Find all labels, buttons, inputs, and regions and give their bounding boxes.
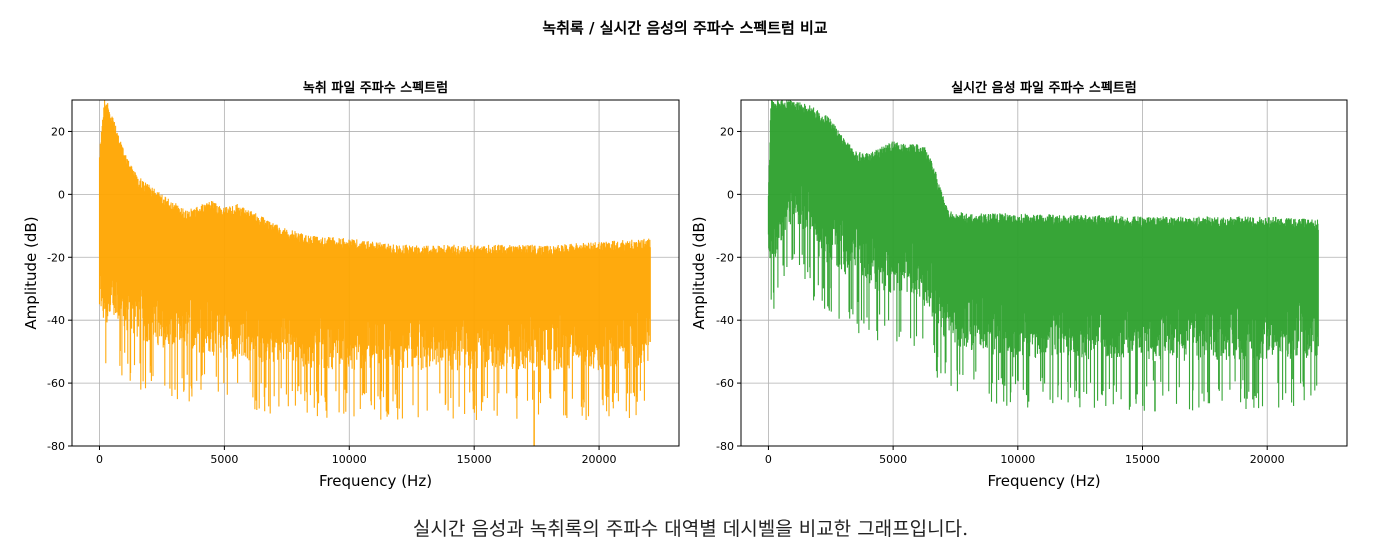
figure-title: 녹취록 / 실시간 음성의 주파수 스펙트럼 비교 xyxy=(542,19,827,37)
y-tick-label: 0 xyxy=(58,188,65,201)
x-tick-label: 5000 xyxy=(879,453,907,466)
x-tick-label: 15000 xyxy=(457,453,492,466)
y-tick-label: -40 xyxy=(716,314,734,327)
spectrum-series xyxy=(98,100,651,446)
x-tick-label: 10000 xyxy=(332,453,367,466)
figure: 녹취록 / 실시간 음성의 주파수 스펙트럼 비교 0 5000 10000 1500… xyxy=(22,19,1348,490)
y-tick-label: 20 xyxy=(720,125,734,138)
panel-title: 녹취 파일 주파수 스펙트럼 xyxy=(303,80,448,96)
x-tick-label: 20000 xyxy=(1250,453,1285,466)
y-tick-label: -60 xyxy=(716,377,734,390)
axes-frame xyxy=(740,99,1348,447)
y-tick-label: -40 xyxy=(47,314,65,327)
spectrum-fill xyxy=(98,100,651,420)
y-tick-label: -20 xyxy=(47,251,65,264)
y-tick-label: -80 xyxy=(716,440,734,453)
panel-title: 실시간 음성 파일 주파수 스펙트럼 xyxy=(951,80,1137,96)
axes-frame xyxy=(71,99,680,447)
x-tick-label: 0 xyxy=(96,453,103,466)
y-tick-label: 20 xyxy=(51,125,65,138)
x-tick-label: 15000 xyxy=(1125,453,1160,466)
x-axis-label: Frequency (Hz) xyxy=(319,472,432,490)
spectrum-fill xyxy=(767,100,1319,411)
y-tick-label: -60 xyxy=(47,377,65,390)
x-axis-label: Frequency (Hz) xyxy=(987,472,1100,490)
spectrum-series xyxy=(767,100,1319,412)
x-tick-label: 20000 xyxy=(582,453,617,466)
y-tick-label: -80 xyxy=(47,440,65,453)
x-tick-label: 0 xyxy=(765,453,772,466)
chart-panel-2: 0 5000 10000 15000 20000 -80 -60 -40 -20 0 20 실시간 음… xyxy=(690,80,1348,490)
y-tick-label: -20 xyxy=(716,251,734,264)
x-tick-label: 5000 xyxy=(210,453,238,466)
chart-panel-1: 0 5000 10000 15000 20000 -80 -60 -40 -20 0 20 녹취 파일… xyxy=(22,80,680,490)
y-axis-label: Amplitude (dB) xyxy=(22,216,40,329)
y-axis-label: Amplitude (dB) xyxy=(690,216,708,329)
x-tick-label: 10000 xyxy=(1000,453,1035,466)
figure-caption: 실시간 음성과 녹취록의 주파수 대역별 데시벨을 비교한 그래프입니다. xyxy=(412,518,969,540)
y-tick-label: 0 xyxy=(727,188,734,201)
